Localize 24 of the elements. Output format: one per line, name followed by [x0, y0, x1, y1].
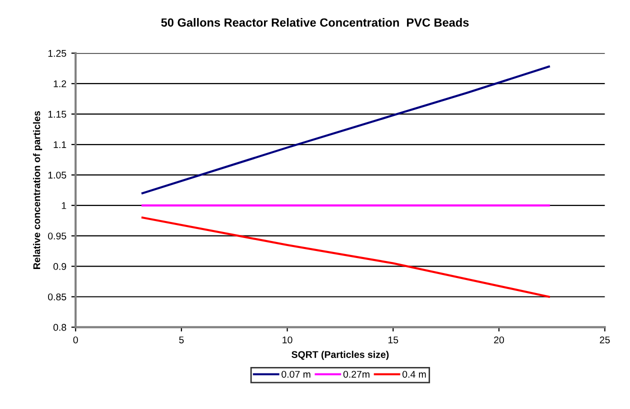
- legend-label: 0.07 m: [282, 370, 310, 378]
- legend-label: 0.4 m: [402, 370, 426, 378]
- x-tick-label: 10: [282, 336, 292, 344]
- y-tick-label: 0.95: [48, 232, 66, 240]
- y-tick-label: 0.85: [48, 293, 66, 300]
- x-tick-label: 0: [73, 336, 78, 344]
- x-axis-title: SQRT (Particles size): [292, 350, 389, 360]
- x-tick-label: 25: [600, 336, 610, 344]
- x-tick-label: 15: [388, 336, 398, 344]
- x-tick-label: 20: [494, 336, 504, 344]
- line-series: [141, 66, 550, 194]
- y-tick-label: 1.1: [54, 141, 66, 148]
- x-tick-label: 5: [179, 336, 184, 344]
- legend-label: 0.27m: [343, 370, 370, 378]
- line-series: [141, 216, 550, 298]
- y-tick-label: 1.15: [48, 110, 66, 118]
- y-tick-label: 1.2: [54, 80, 66, 88]
- y-tick-label: 0.8: [53, 324, 66, 331]
- y-tick-label: 0.9: [53, 263, 66, 270]
- y-tick-label: 1: [62, 202, 66, 209]
- chart-title: 50 Gallons Reactor Relative Concentration PVC Beads: [161, 18, 469, 27]
- y-tick-label: 1.05: [48, 172, 66, 179]
- y-axis-title: Relative concentration of particles: [33, 111, 42, 269]
- y-tick-label: 1.25: [48, 50, 66, 57]
